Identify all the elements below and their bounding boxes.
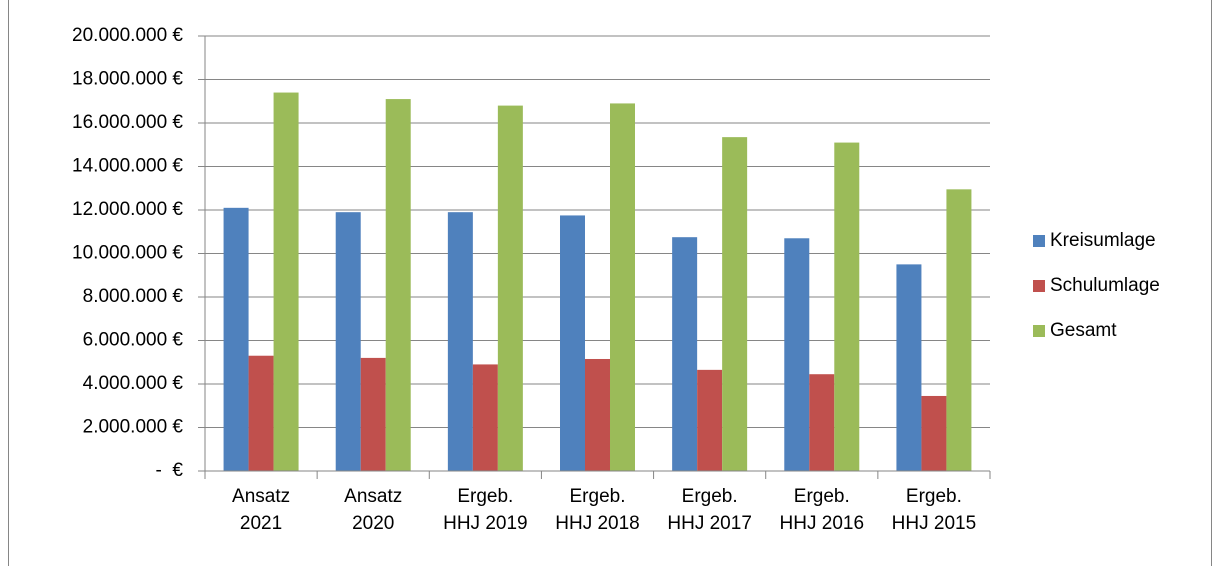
bar: [896, 264, 922, 471]
x-tick-label: Ergeb. HHJ 2016: [779, 486, 865, 534]
x-tick-label: Ergeb. HHJ 2019: [443, 486, 528, 534]
y-tick-label: 14.000.000 €: [72, 156, 183, 177]
bar: [335, 212, 361, 472]
y-tick-label: 10.000.000 €: [72, 243, 183, 264]
bar: [273, 92, 299, 472]
y-tick-label: - €: [156, 460, 184, 481]
y-tick-label: 18.000.000 €: [72, 69, 183, 90]
bar: [921, 395, 947, 471]
bar: [585, 358, 610, 471]
legend-label: Kreisumlage: [1050, 230, 1156, 251]
legend-label: Schulumlage: [1050, 275, 1160, 296]
x-tick-label: Ansatz 2020: [344, 486, 403, 534]
bar: [697, 369, 723, 471]
y-tick-label: 20.000.000 €: [72, 25, 183, 46]
legend-swatch: [1033, 280, 1045, 292]
x-tick-label: Ansatz 2021: [232, 486, 291, 534]
x-tick-label: Ergeb. HHJ 2015: [891, 486, 977, 534]
bar: [360, 357, 386, 471]
bar: [946, 189, 972, 471]
bar: [248, 355, 274, 471]
y-tick-label: 2.000.000 €: [83, 417, 184, 438]
y-tick-label: 4.000.000 €: [83, 373, 184, 394]
bar: [722, 137, 748, 471]
bar: [447, 212, 473, 472]
bar: [672, 237, 698, 471]
x-tick-label: Ergeb. HHJ 2018: [555, 486, 640, 534]
chart-frame: [8, 0, 1212, 566]
bar: [560, 215, 585, 471]
y-tick-label: 8.000.000 €: [83, 286, 184, 307]
bar: [834, 142, 860, 471]
bar: [497, 105, 523, 471]
y-tick-label: 6.000.000 €: [83, 330, 184, 351]
legend-swatch: [1033, 325, 1045, 337]
bar: [784, 238, 810, 471]
legend-swatch: [1033, 235, 1045, 247]
bar: [610, 103, 635, 472]
bar: [809, 374, 835, 471]
legend-label: Gesamt: [1050, 320, 1117, 341]
x-tick-label: Ergeb. HHJ 2017: [667, 486, 752, 534]
bar: [472, 364, 498, 471]
bar: [385, 99, 411, 471]
y-tick-label: 12.000.000 €: [72, 199, 183, 220]
bar: [223, 207, 249, 471]
y-tick-label: 16.000.000 €: [72, 112, 183, 133]
